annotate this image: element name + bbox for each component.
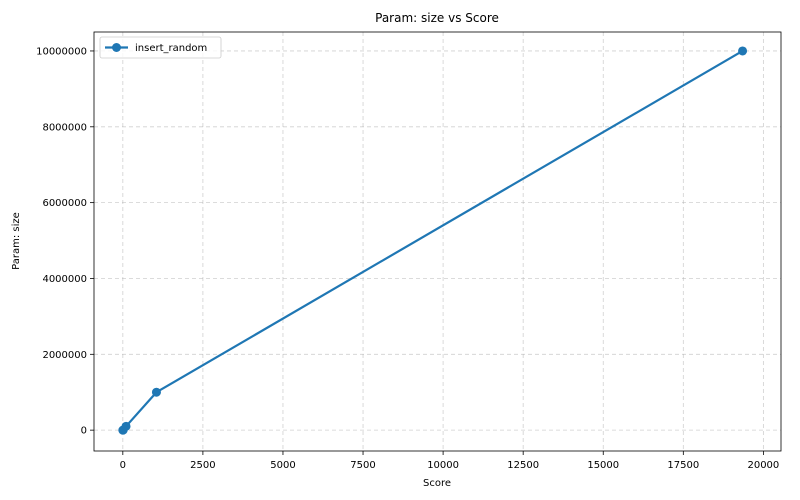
- axis-ticks: 0 2500 5000 7500 10000 12500 15000 17500 20000 0 2…: [36, 46, 779, 471]
- x-tick-label: 20000: [747, 460, 779, 471]
- x-tick-label: 15000: [587, 460, 619, 471]
- y-tick-label: 2000000: [42, 350, 87, 361]
- y-tick-label: 0: [81, 426, 87, 437]
- grid: [94, 32, 781, 451]
- x-tick-label: 0: [120, 460, 126, 471]
- series-line: [121, 49, 744, 432]
- x-axis-label: Score: [423, 478, 451, 489]
- legend-label: insert_random: [135, 43, 207, 54]
- data-point: [738, 46, 748, 56]
- series: [118, 46, 748, 435]
- x-tick-label: 12500: [507, 460, 539, 471]
- x-tick-label: 2500: [190, 460, 215, 471]
- chart-title: Param: size vs Score: [375, 11, 499, 25]
- legend: insert_random: [99, 36, 222, 59]
- legend-box: [99, 36, 222, 59]
- x-tick-label: 7500: [350, 460, 375, 471]
- y-tick-label: 4000000: [42, 274, 87, 285]
- y-tick-label: 10000000: [36, 46, 87, 57]
- data-point: [151, 387, 161, 397]
- data-point: [121, 421, 131, 431]
- legend-marker: [112, 43, 121, 52]
- x-tick-label: 10000: [427, 460, 459, 471]
- y-tick-label: 6000000: [42, 198, 87, 209]
- plot-area: [93, 31, 782, 452]
- y-tick-label: 8000000: [42, 122, 87, 133]
- x-tick-label: 5000: [270, 460, 295, 471]
- x-tick-label: 17500: [667, 460, 699, 471]
- y-axis-label: Param: size: [11, 212, 22, 270]
